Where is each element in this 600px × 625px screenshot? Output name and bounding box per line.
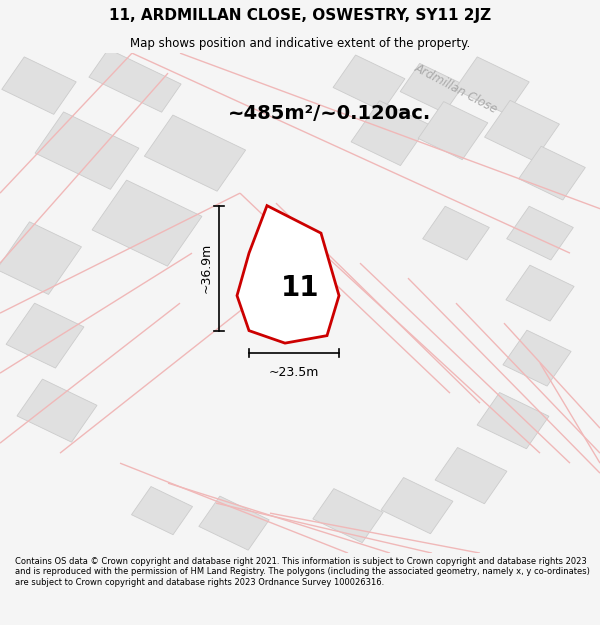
Polygon shape [131, 486, 193, 535]
Text: ~485m²/~0.120ac.: ~485m²/~0.120ac. [228, 104, 431, 122]
Polygon shape [0, 222, 82, 294]
Polygon shape [485, 101, 559, 161]
Polygon shape [237, 206, 339, 343]
Polygon shape [2, 57, 76, 114]
Polygon shape [506, 265, 574, 321]
Polygon shape [351, 101, 429, 166]
Polygon shape [518, 146, 586, 200]
Polygon shape [92, 180, 202, 266]
Text: 11: 11 [281, 274, 319, 302]
Polygon shape [435, 448, 507, 504]
Polygon shape [145, 115, 245, 191]
Polygon shape [422, 206, 490, 260]
Polygon shape [17, 379, 97, 442]
Polygon shape [313, 489, 383, 542]
Polygon shape [503, 330, 571, 386]
Text: 11, ARDMILLAN CLOSE, OSWESTRY, SY11 2JZ: 11, ARDMILLAN CLOSE, OSWESTRY, SY11 2JZ [109, 8, 491, 23]
Polygon shape [418, 102, 488, 159]
Polygon shape [35, 112, 139, 189]
Polygon shape [6, 303, 84, 368]
Text: ~23.5m: ~23.5m [269, 366, 319, 379]
Polygon shape [89, 49, 181, 112]
Polygon shape [199, 496, 269, 550]
Text: Contains OS data © Crown copyright and database right 2021. This information is : Contains OS data © Crown copyright and d… [15, 557, 590, 586]
Polygon shape [400, 63, 464, 113]
Polygon shape [477, 392, 549, 449]
Text: Map shows position and indicative extent of the property.: Map shows position and indicative extent… [130, 37, 470, 50]
Text: Ardmillan Close: Ardmillan Close [412, 61, 500, 116]
Polygon shape [455, 57, 529, 114]
Polygon shape [381, 478, 453, 534]
Polygon shape [333, 55, 405, 111]
Text: ~36.9m: ~36.9m [199, 243, 212, 293]
Polygon shape [506, 206, 574, 260]
